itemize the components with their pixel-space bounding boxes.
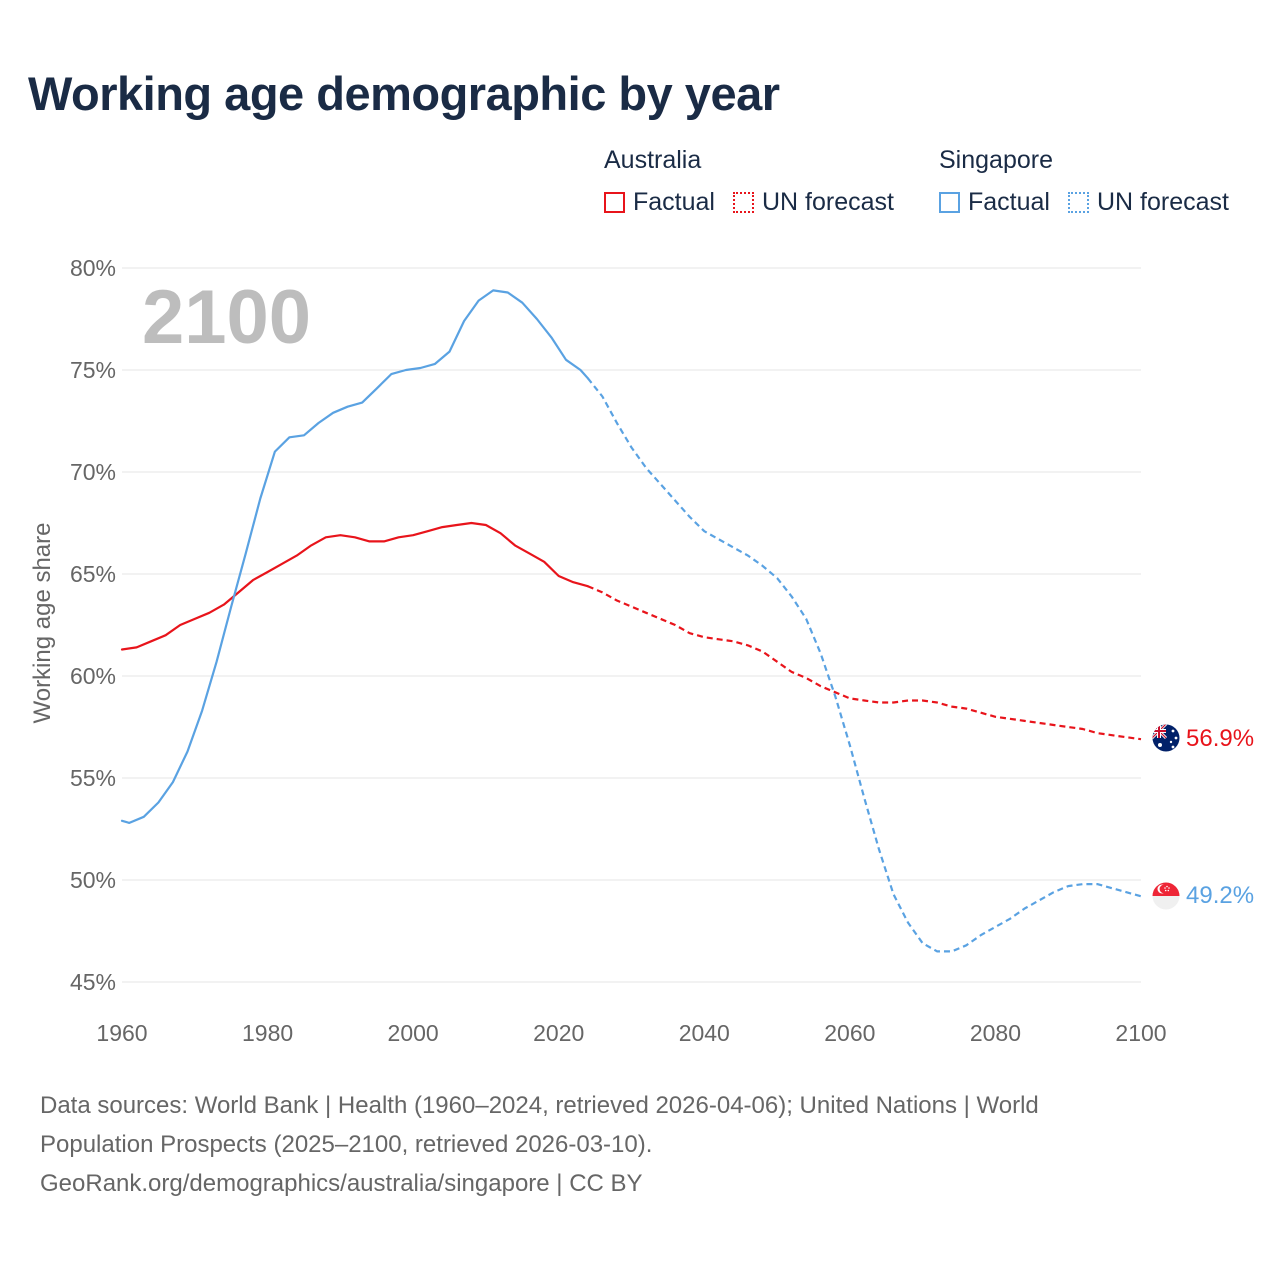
singapore-end-label: 49.2% xyxy=(1186,882,1254,909)
y-tick-label: 55% xyxy=(70,765,116,791)
legend-label: UN forecast xyxy=(1096,187,1229,216)
legend-swatch-dotted xyxy=(1067,191,1089,213)
y-axis-title: Working age share xyxy=(29,523,56,724)
year-watermark: 2100 xyxy=(142,275,311,360)
source-line: Population Prospects (2025–2100, retriev… xyxy=(40,1131,653,1158)
x-tick-label: 2080 xyxy=(970,1020,1021,1046)
x-tick-label: 2000 xyxy=(388,1020,439,1046)
legend-australia-title: Australia xyxy=(604,146,702,174)
x-tick-label: 2040 xyxy=(679,1020,730,1046)
legend-swatch-solid xyxy=(604,191,625,213)
x-tick-label: 2020 xyxy=(533,1020,584,1046)
y-tick-label: 50% xyxy=(70,867,116,893)
singapore-forecast-line xyxy=(586,377,1142,953)
legend-singapore-title: Singapore xyxy=(939,146,1053,174)
legend-australia-forecast[interactable]: UN forecast xyxy=(732,187,894,217)
source-note: Data sources: World Bank | Health (1960–… xyxy=(40,1086,1220,1203)
x-tick-label: 2060 xyxy=(824,1020,875,1046)
source-link[interactable]: GeoRank.org/demographics/australia/singa… xyxy=(40,1170,643,1197)
legend-label: Factual xyxy=(633,187,715,216)
y-tick-label: 75% xyxy=(70,357,116,383)
x-tick-label: 1960 xyxy=(96,1020,147,1046)
x-tick-label: 2100 xyxy=(1115,1020,1166,1046)
gridlines xyxy=(122,267,1141,983)
chart-title: Working age demographic by year xyxy=(28,67,780,120)
australia-end-label: 56.9% xyxy=(1186,725,1254,752)
australia-factual-line xyxy=(120,521,589,651)
legend-singapore-factual[interactable]: Factual xyxy=(939,188,1050,217)
y-tick-label: 80% xyxy=(70,255,116,281)
australia-flag-icon xyxy=(1152,724,1180,752)
legend-singapore: Singapore Factual UN forecast xyxy=(939,144,1247,218)
legend-label: Factual xyxy=(968,187,1050,216)
legend-singapore-forecast[interactable]: UN forecast xyxy=(1067,187,1229,217)
legend-swatch-solid xyxy=(939,191,960,213)
legend-australia-factual[interactable]: Factual xyxy=(604,188,715,217)
y-tick-label: 60% xyxy=(70,663,116,689)
line-chart: 2100 45% 50% 55% 60% 65% 70% 75% 80% 1960 1980 20… xyxy=(29,255,1254,1046)
legend-australia: Australia Factual UN forecast xyxy=(604,144,912,218)
series xyxy=(120,289,1142,953)
x-axis: 1960 1980 2000 2020 2040 2060 2080 2100 xyxy=(96,1020,1166,1046)
y-axis: 45% 50% 55% 60% 65% 70% 75% 80% xyxy=(70,255,116,995)
singapore-factual-line xyxy=(120,289,589,824)
x-tick-label: 1980 xyxy=(242,1020,293,1046)
source-line: Data sources: World Bank | Health (1960–… xyxy=(40,1092,1039,1119)
y-tick-label: 45% xyxy=(70,969,116,995)
y-tick-label: 70% xyxy=(70,459,116,485)
australia-forecast-line xyxy=(587,585,1142,741)
legend-label: UN forecast xyxy=(761,187,894,216)
y-tick-label: 65% xyxy=(70,561,116,587)
legend-swatch-dotted xyxy=(732,191,754,213)
singapore-flag-icon xyxy=(1152,882,1180,910)
